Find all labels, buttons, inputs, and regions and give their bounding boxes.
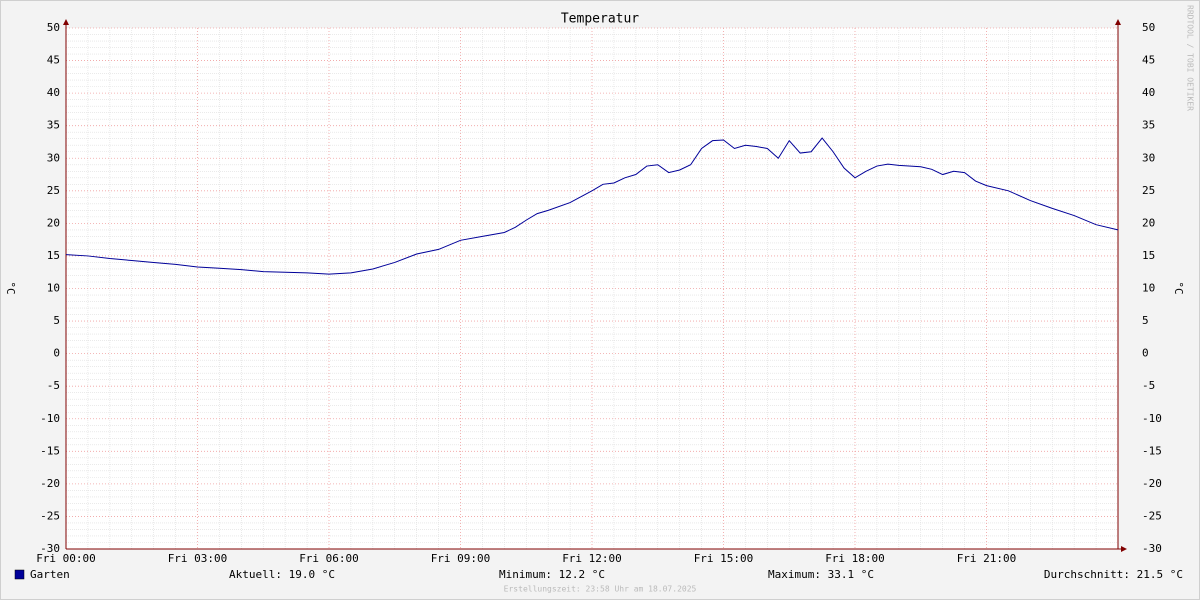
y2-tick-label: -30 (1142, 542, 1162, 555)
y2-tick-label: 40 (1142, 86, 1155, 99)
x-tick-label: Fri 18:00 (825, 552, 885, 565)
x-tick-label: Fri 06:00 (299, 552, 359, 565)
grid (65, 27, 1118, 550)
footer: Erstellungszeit: 23:58 Uhr am 18.07.2025 (504, 585, 697, 594)
y2-tick-label: 5 (1142, 314, 1149, 327)
y-tick-label: -25 (40, 509, 60, 522)
y2-tick-label: -5 (1142, 379, 1155, 392)
y2-tick-label: 45 (1142, 54, 1155, 67)
y2-tick-label: -25 (1142, 509, 1162, 522)
y-tick-label: 45 (47, 54, 60, 67)
x-tick-label: Fri 00:00 (36, 552, 96, 565)
y-tick-label: 50 (47, 21, 60, 34)
y-tick-label: 30 (47, 151, 60, 164)
y-tick-label: -10 (40, 412, 60, 425)
y2-tick-label: 20 (1142, 216, 1155, 229)
chart-title: Temperatur (561, 12, 639, 27)
axis-arrow (63, 19, 69, 25)
y-tick-label: 20 (47, 216, 60, 229)
y2-tick-label: 35 (1142, 119, 1155, 132)
stat: Durchschnitt: 21.5 °C (1044, 568, 1183, 581)
y-tick-label: 40 (47, 86, 60, 99)
x-tick-label: Fri 15:00 (694, 552, 754, 565)
y2-tick-label: 10 (1142, 282, 1155, 295)
stat: Minimum: 12.2 °C (499, 568, 605, 581)
stat: Maximum: 33.1 °C (768, 568, 874, 581)
y2-tick-label: 0 (1142, 347, 1149, 360)
y-tick-label: 5 (53, 314, 60, 327)
watermark: RRDTOOL / TOBI OETIKER (1186, 5, 1195, 111)
x-tick-label: Fri 12:00 (562, 552, 622, 565)
y-tick-label: -30 (40, 542, 60, 555)
legend-swatch (14, 569, 25, 580)
y-axis-label: °C (4, 281, 17, 294)
stat: Aktuell: 19.0 °C (229, 568, 335, 581)
y2-tick-label: -15 (1142, 444, 1162, 457)
data-line (65, 137, 1119, 275)
y2-tick-label: 25 (1142, 184, 1155, 197)
y-tick-label: -20 (40, 477, 60, 490)
y-tick-label: 10 (47, 282, 60, 295)
y-tick-label: 35 (47, 119, 60, 132)
y-tick-label: 15 (47, 249, 60, 262)
y-tick-label: 25 (47, 184, 60, 197)
y2-tick-label: 15 (1142, 249, 1155, 262)
axis-arrow (1121, 546, 1127, 552)
y2-tick-label: 50 (1142, 21, 1155, 34)
y2-tick-label: 30 (1142, 151, 1155, 164)
y2-tick-label: -20 (1142, 477, 1162, 490)
x-tick-label: Fri 03:00 (168, 552, 228, 565)
y2-axis-label: °C (1172, 281, 1185, 294)
y2-tick-label: -10 (1142, 412, 1162, 425)
x-tick-label: Fri 21:00 (957, 552, 1017, 565)
axis-arrow (1115, 19, 1121, 25)
y-tick-label: -15 (40, 444, 60, 457)
y-tick-label: 0 (53, 347, 60, 360)
y-tick-label: -5 (47, 379, 60, 392)
legend-label: Garten (30, 568, 70, 581)
x-tick-label: Fri 09:00 (431, 552, 491, 565)
